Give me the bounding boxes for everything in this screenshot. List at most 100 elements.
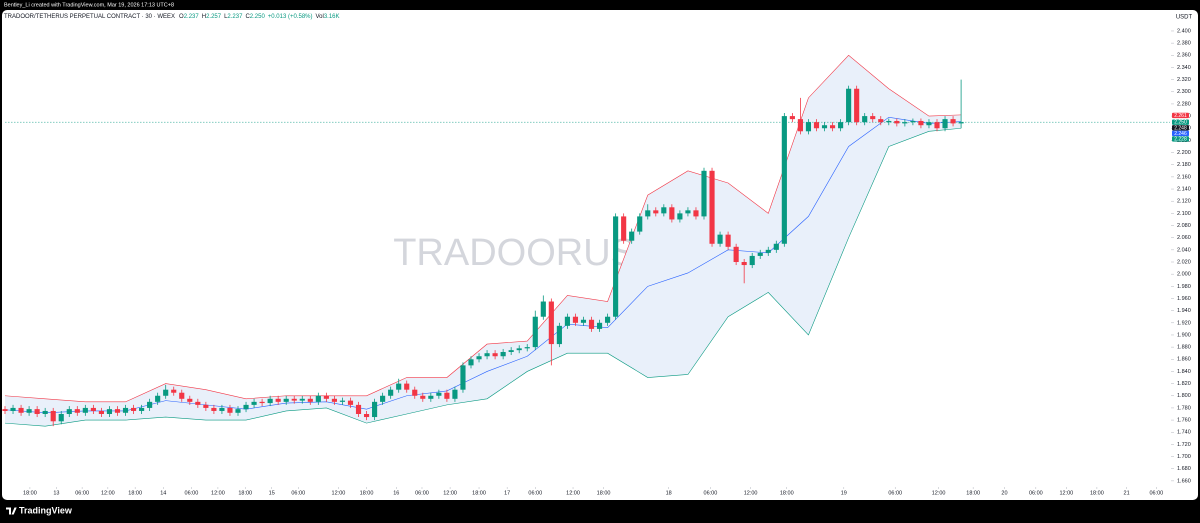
- candle-body: [323, 395, 329, 399]
- candle-body: [645, 210, 651, 217]
- y-tick-label: 2.160: [1177, 174, 1191, 180]
- y-tick-label: 1.760: [1177, 418, 1191, 424]
- candle-body: [388, 389, 394, 396]
- candle-body: [291, 398, 297, 401]
- candle-body: [580, 319, 587, 323]
- candle-body: [147, 401, 153, 408]
- x-tick-label: 12:00: [1059, 490, 1073, 496]
- candle-body: [870, 116, 876, 120]
- x-tick-label: 18:00: [360, 490, 374, 496]
- logo: [6, 507, 17, 515]
- y-tick-label: 2.380: [1177, 41, 1191, 47]
- candle-body: [251, 401, 257, 405]
- candle-body: [26, 409, 32, 413]
- candle-body: [653, 210, 659, 214]
- legend-label: L: [224, 14, 228, 20]
- x-tick-label: 18:00: [597, 490, 611, 496]
- y-tick-label: 1.800: [1177, 393, 1191, 399]
- brand: TradingView: [19, 505, 73, 515]
- candle-body: [725, 234, 731, 247]
- candle-body: [829, 125, 836, 129]
- candle-body: [918, 120, 924, 126]
- candle-body: [283, 398, 289, 402]
- legend-label: H: [202, 14, 206, 20]
- candle-body: [693, 210, 699, 217]
- candle-body: [66, 409, 72, 415]
- x-tick-label: 12:00: [566, 490, 580, 496]
- price-tag: [1172, 130, 1189, 137]
- logo-icon: [6, 507, 17, 515]
- x-tick-label: 18:00: [966, 490, 980, 496]
- y-tick-label: 2.360: [1177, 53, 1191, 59]
- candle-body: [219, 407, 225, 411]
- candle-body: [958, 122, 964, 124]
- candle-body: [2, 409, 8, 411]
- candle-body: [396, 383, 402, 390]
- candle-body: [524, 347, 530, 349]
- candle-body: [516, 348, 522, 351]
- candle-body: [114, 409, 121, 413]
- candle-body: [195, 401, 201, 405]
- x-tick-label: 18:00: [238, 490, 252, 496]
- legend-label: O: [179, 14, 184, 20]
- candle-body: [412, 389, 418, 396]
- y-tick-label: 1.820: [1177, 381, 1191, 387]
- x-tick-label: 16: [393, 490, 399, 496]
- candle-body: [428, 395, 434, 399]
- candle-body: [380, 395, 386, 402]
- y-tick-label: 1.860: [1177, 357, 1191, 363]
- price-tag: [1172, 112, 1189, 119]
- candle-body: [372, 401, 378, 418]
- candle-body: [878, 119, 884, 123]
- candle-body: [74, 409, 80, 413]
- x-tick-label: 06:00: [1029, 490, 1043, 496]
- candle-body: [171, 389, 177, 393]
- candle-body: [677, 213, 683, 220]
- candle-body: [187, 398, 193, 402]
- y-tick-label: 2.020: [1177, 259, 1191, 265]
- y-tick-label: 1.780: [1177, 405, 1191, 411]
- candle-body: [331, 398, 337, 402]
- candle-body: [661, 207, 667, 214]
- price-tag-label: 2.246: [1174, 131, 1187, 137]
- y-tick-label: 1.700: [1177, 454, 1191, 460]
- candle-body: [886, 120, 892, 123]
- x-tick-label: 06:00: [415, 490, 429, 496]
- y-tick-label: 1.960: [1177, 296, 1191, 302]
- candle-body: [404, 383, 410, 390]
- y-tick-label: 2.180: [1177, 162, 1191, 168]
- candle-body: [556, 325, 562, 345]
- candle-body: [355, 404, 362, 415]
- candle-body: [347, 400, 354, 405]
- y-tick-label: 1.940: [1177, 308, 1191, 314]
- candle-body: [701, 170, 707, 217]
- candle-body: [789, 116, 795, 120]
- y-tick-label: 1.660: [1177, 478, 1191, 484]
- candle-body: [211, 407, 217, 411]
- x-tick-label: 13: [53, 490, 59, 496]
- candle-body: [846, 88, 852, 123]
- candle-body: [733, 246, 739, 263]
- legend-value: 2.237: [227, 14, 243, 20]
- candle-body: [942, 119, 948, 129]
- x-tick-label: 21: [1124, 490, 1130, 496]
- candle-body: [339, 400, 346, 402]
- price-tag: [1172, 119, 1189, 125]
- candle-body: [18, 407, 24, 413]
- x-tick-label: 06:00: [1149, 490, 1163, 496]
- candle-body: [106, 409, 113, 415]
- x-tick-label: 18:00: [128, 490, 142, 496]
- legend-label: C: [245, 14, 250, 20]
- x-tick-label: 20: [1001, 490, 1007, 496]
- y-tick-label: 1.980: [1177, 284, 1191, 290]
- candle-body: [854, 88, 860, 123]
- candle-body: [797, 119, 803, 132]
- candle-body: [179, 392, 185, 399]
- y-tick-label: 2.080: [1177, 223, 1191, 229]
- candle-body: [163, 389, 169, 396]
- x-tick-label: 06:00: [185, 490, 199, 496]
- price-tag: [1172, 136, 1189, 142]
- x-tick-label: 12:00: [443, 490, 457, 496]
- candle-body: [588, 319, 595, 329]
